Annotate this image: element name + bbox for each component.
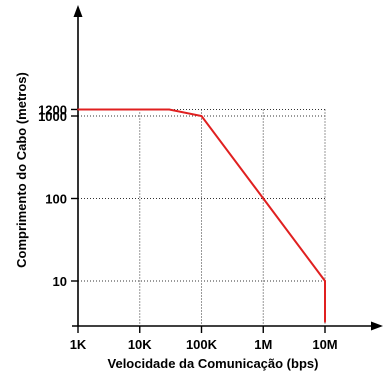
x-tick-label-100k: 100K: [186, 337, 218, 352]
series: [77, 108, 326, 323]
x-tick-label-10m: 10M: [312, 337, 337, 352]
series-0-point-2: [200, 115, 203, 117]
tick-marks: [71, 108, 326, 333]
x-axis-title: Velocidade da Comunicação (bps): [108, 356, 319, 371]
x-tick-label-1k: 1K: [70, 337, 87, 352]
axes: [72, 5, 383, 331]
y-axis-title: Comprimento do Cabo (metros): [14, 72, 29, 268]
x-tick-label-1m: 1M: [254, 337, 272, 352]
series-line-0: [78, 108, 326, 322]
y-axis-arrow: [73, 5, 83, 17]
series-0-point-0: [77, 108, 79, 111]
grid-lines: [78, 108, 326, 326]
series-0-point-5: [324, 320, 326, 323]
series-0-point-1: [168, 108, 171, 111]
y-tick-label-100: 100: [45, 192, 67, 207]
y-tick-label-1000: 1000: [38, 109, 67, 124]
x-tick-label-10k: 10K: [128, 337, 152, 352]
y-tick-label-10: 10: [53, 274, 67, 289]
series-0-point-3: [262, 197, 265, 200]
series-0-point-4: [324, 280, 326, 282]
y-tick-label-1200: 1200: [38, 102, 67, 117]
x-axis-arrow: [371, 321, 383, 331]
